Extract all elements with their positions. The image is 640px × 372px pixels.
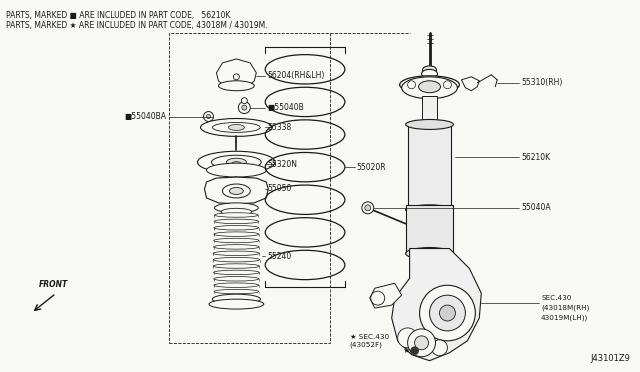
Ellipse shape [232,162,241,167]
Text: PARTS, MARKED ★ ARE INCLUDED IN PART CODE, 43018M / 43019M.: PARTS, MARKED ★ ARE INCLUDED IN PART COD… [6,21,268,30]
Ellipse shape [212,122,260,132]
Text: FRONT: FRONT [38,280,68,289]
Ellipse shape [198,151,275,173]
Ellipse shape [229,187,243,195]
Text: 55320N: 55320N [268,160,297,169]
Polygon shape [370,283,402,308]
Ellipse shape [402,77,458,99]
Ellipse shape [213,257,260,262]
Ellipse shape [223,184,250,198]
Text: 56210K: 56210K [521,153,550,162]
Ellipse shape [406,247,453,259]
Text: 55240: 55240 [268,252,291,261]
Ellipse shape [214,270,259,275]
Text: 55020R: 55020R [357,163,387,171]
Text: 55050: 55050 [268,185,292,193]
Text: J43101Z9: J43101Z9 [591,354,630,363]
Ellipse shape [214,296,259,300]
Ellipse shape [214,283,259,288]
Ellipse shape [422,66,436,74]
Text: 55338: 55338 [268,123,291,132]
Circle shape [238,102,250,113]
Text: 56204(RH&LH): 56204(RH&LH) [268,71,324,80]
Text: ■55040BA: ■55040BA [125,112,166,121]
Circle shape [371,291,385,305]
Polygon shape [392,248,481,361]
Ellipse shape [207,163,266,177]
Polygon shape [422,96,438,152]
Text: PARTS, MARKED ■ ARE INCLUDED IN PART CODE,   56210K: PARTS, MARKED ■ ARE INCLUDED IN PART COD… [6,11,231,20]
Bar [169,33,330,343]
Ellipse shape [227,158,246,166]
Circle shape [241,98,247,104]
Circle shape [207,115,211,119]
Ellipse shape [422,69,438,78]
Polygon shape [408,125,451,210]
Ellipse shape [214,203,259,213]
Ellipse shape [211,155,261,169]
Circle shape [411,347,419,355]
Ellipse shape [406,205,453,215]
Circle shape [397,328,417,348]
Text: SEC.430: SEC.430 [541,295,572,301]
Circle shape [440,305,456,321]
Circle shape [234,74,239,80]
Text: ★: ★ [403,346,410,355]
Ellipse shape [213,251,259,256]
Ellipse shape [214,232,259,236]
Ellipse shape [406,119,453,129]
Ellipse shape [218,81,254,91]
Circle shape [431,340,447,356]
Ellipse shape [214,225,259,230]
Circle shape [204,112,214,122]
Ellipse shape [214,276,259,281]
Ellipse shape [200,119,272,137]
Circle shape [408,81,415,89]
Circle shape [415,336,429,350]
Text: 55310(RH): 55310(RH) [521,78,563,87]
Circle shape [420,285,476,341]
Circle shape [408,329,435,357]
Text: ★ SEC.430
(43052F): ★ SEC.430 (43052F) [350,334,389,347]
Polygon shape [216,59,256,87]
Ellipse shape [214,238,259,243]
Text: ■55040B: ■55040B [268,103,304,112]
Ellipse shape [209,299,264,309]
Circle shape [429,295,465,331]
Ellipse shape [221,208,252,215]
Ellipse shape [228,125,244,131]
Ellipse shape [213,264,259,268]
Text: (43018M(RH): (43018M(RH) [541,305,589,311]
Circle shape [365,205,371,211]
Polygon shape [406,205,453,253]
Ellipse shape [214,289,259,294]
Circle shape [444,81,451,89]
Circle shape [362,202,374,214]
Ellipse shape [214,245,259,249]
Ellipse shape [214,219,259,224]
Ellipse shape [399,76,460,94]
Polygon shape [461,77,479,91]
Ellipse shape [419,81,440,93]
Text: 43019M(LH)): 43019M(LH)) [541,314,588,321]
Circle shape [242,105,247,110]
Ellipse shape [214,213,259,217]
Ellipse shape [212,294,260,304]
Polygon shape [205,177,268,204]
Text: 55040A: 55040A [521,203,551,212]
